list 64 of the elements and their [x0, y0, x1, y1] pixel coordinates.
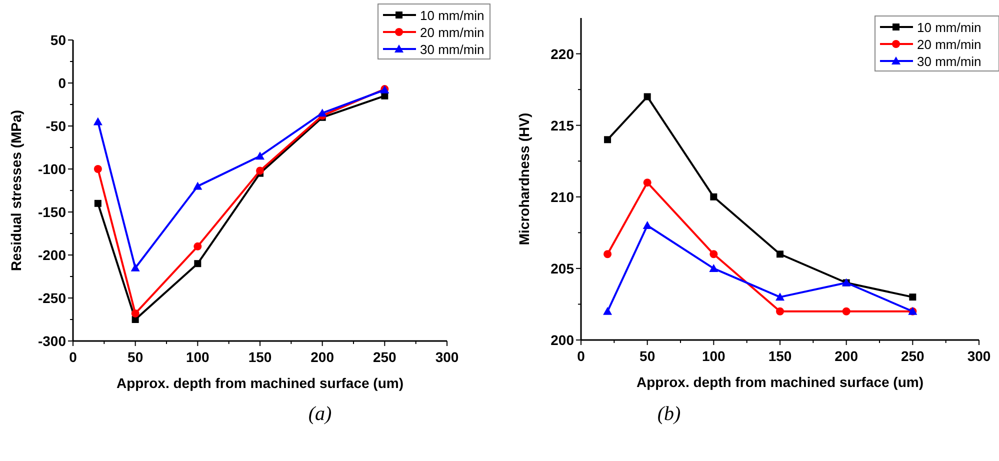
point: [909, 294, 916, 301]
y-axis-title: Microhardness (HV): [516, 112, 532, 246]
x-tick-label: 50: [128, 349, 144, 365]
x-axis-title: Approx. depth from machined surface (um): [636, 374, 924, 390]
point: [842, 307, 850, 316]
y-tick-label: 205: [550, 260, 574, 276]
point: [93, 117, 102, 126]
legend-label: 30 mm/min: [917, 54, 982, 69]
x-tick-label: 0: [577, 348, 586, 364]
x-tick-label: 300: [435, 349, 459, 365]
y-tick-label: -50: [46, 118, 66, 134]
point: [776, 307, 784, 316]
point: [604, 250, 612, 258]
point: [643, 178, 652, 187]
point: [603, 306, 612, 315]
x-tick-label: 300: [967, 348, 991, 364]
y-tick-label: 0: [58, 75, 66, 91]
point: [130, 263, 140, 272]
x-tick-label: 150: [248, 349, 272, 365]
y-tick-label: -200: [38, 247, 66, 263]
y-tick-label: -150: [38, 204, 66, 220]
point: [94, 165, 102, 173]
point: [94, 200, 102, 207]
point: [256, 166, 264, 175]
point: [776, 250, 784, 258]
point: [776, 292, 784, 301]
x-tick-label: 250: [372, 349, 397, 365]
x-tick-label: 150: [768, 348, 792, 364]
point: [644, 93, 651, 100]
y-tick-label: -250: [38, 290, 66, 306]
legend-label: 10 mm/min: [917, 20, 982, 35]
y-tick-label: -100: [38, 161, 66, 177]
legend-label: 20 mm/min: [420, 25, 484, 40]
point: [642, 221, 652, 230]
legend-label: 30 mm/min: [420, 42, 484, 57]
x-tick-label: 50: [640, 348, 656, 364]
y-axis-title: Residual stresses (MPa): [8, 110, 24, 272]
y-tick-label: 210: [550, 188, 574, 205]
x-tick-label: 100: [702, 348, 726, 364]
point: [131, 309, 140, 318]
point: [194, 242, 202, 250]
x-axis-title: Approx. depth from machined surface (um): [116, 375, 404, 391]
point: [709, 264, 718, 272]
point: [193, 182, 202, 190]
x-tick-label: 200: [834, 348, 858, 364]
y-tick-label: -300: [38, 333, 66, 349]
y-tick-label: 50: [50, 32, 66, 48]
text: (b): [657, 403, 681, 425]
legend-label: 10 mm/min: [420, 8, 484, 23]
y-tick-label: 215: [550, 117, 574, 134]
legend-label: 20 mm/min: [917, 37, 982, 52]
y-tick-label: 200: [550, 332, 574, 348]
point: [194, 260, 202, 268]
point: [318, 108, 327, 117]
x-tick-label: 0: [69, 349, 78, 365]
x-tick-label: 250: [900, 348, 925, 364]
x-tick-label: 200: [310, 349, 334, 365]
x-tick-label: 100: [186, 349, 210, 365]
y-tick-label: 220: [550, 46, 574, 62]
text: (a): [308, 403, 332, 425]
point: [256, 152, 264, 160]
point: [604, 136, 612, 144]
point: [710, 250, 718, 258]
point: [710, 193, 718, 200]
